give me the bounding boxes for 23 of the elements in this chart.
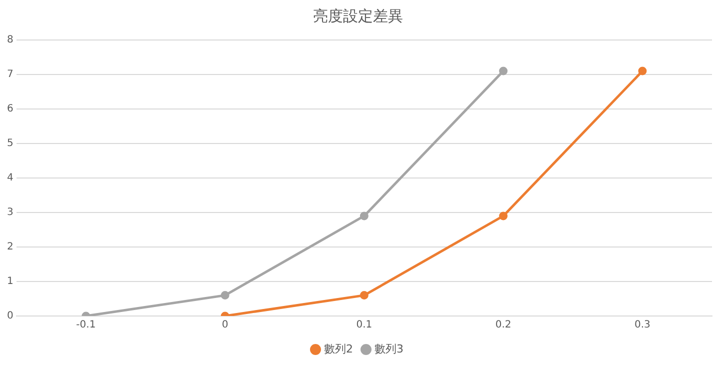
point: [499, 66, 508, 76]
y-tick-label: 2: [6, 242, 14, 253]
point: [360, 212, 368, 220]
legend-label: 數列2: [324, 342, 353, 356]
x-tick-label: 0.1: [356, 320, 372, 331]
y-tick-label: 7: [6, 69, 14, 80]
y-tick-label: 1: [6, 276, 14, 288]
y-tick-label: 4: [6, 172, 14, 184]
point: [220, 291, 230, 300]
y-tick-label: 8: [6, 34, 14, 46]
point: [499, 212, 508, 220]
y-tick-label: 6: [6, 104, 14, 115]
y-tick-label: 0: [6, 310, 14, 322]
x-tick-label: 0.3: [634, 320, 650, 331]
point: [360, 291, 368, 300]
y-tick-label: 3: [6, 207, 14, 218]
x-tick-label: -0.1: [76, 320, 96, 331]
point: [638, 66, 647, 76]
x-tick-label: 0: [222, 320, 228, 331]
y-tick-label: 5: [6, 138, 14, 150]
x-tick-label: 0.2: [495, 320, 512, 331]
legend-label: 數列3: [374, 342, 404, 356]
chart-title: 亮度設定差異: [313, 6, 403, 25]
